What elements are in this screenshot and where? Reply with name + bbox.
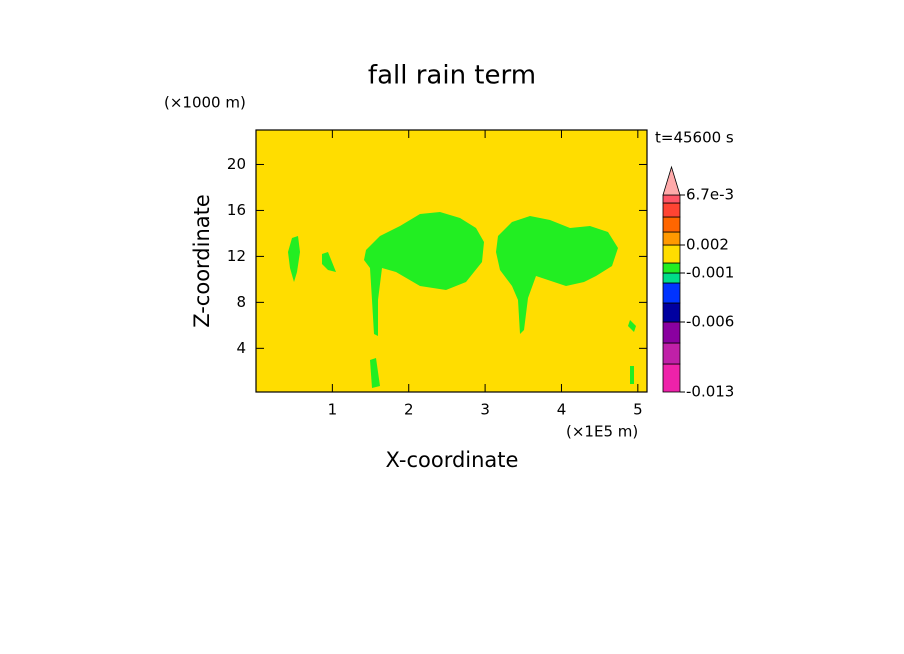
contour-region <box>322 252 336 272</box>
y-tick-label: 16 <box>227 201 246 219</box>
colorbar-segment <box>662 272 681 284</box>
chart-title: fall rain term <box>368 61 536 91</box>
y-tick-label: 12 <box>227 247 246 265</box>
x-unit: (×1E5 m) <box>566 423 638 441</box>
contour-regions <box>288 212 636 388</box>
x-tick-label: 4 <box>557 401 567 419</box>
colorbar-segment <box>662 244 681 264</box>
colorbar-segment <box>662 231 681 246</box>
colorbar-tick-label: -0.001 <box>686 264 734 282</box>
x-tick-label: 3 <box>480 401 490 419</box>
x-axis-label: X-coordinate <box>386 448 519 472</box>
contour-region <box>288 236 300 282</box>
y-tick-label: 4 <box>236 339 246 357</box>
contour-region <box>628 320 636 332</box>
x-tick-label: 1 <box>328 401 338 419</box>
colorbar-segment <box>662 202 681 218</box>
colorbar-tick-label: 6.7e-3 <box>686 186 734 204</box>
colorbar-segment <box>662 321 681 344</box>
colorbar-segment <box>662 302 681 323</box>
contour-region <box>630 366 634 384</box>
colorbar-extend <box>662 165 681 196</box>
colorbar-segment <box>662 342 681 365</box>
y-tick-label: 20 <box>227 155 246 173</box>
x-tick-label: 2 <box>404 401 414 419</box>
colorbar-tick-label: -0.006 <box>686 313 734 331</box>
colorbar-tick-label: -0.013 <box>686 383 734 401</box>
contour-region <box>496 216 618 334</box>
contour-region <box>364 212 484 336</box>
colorbar-segment <box>662 262 681 274</box>
y-tick-label: 8 <box>236 293 246 311</box>
colorbar-tick-label: 0.002 <box>686 236 729 254</box>
colorbar-segment <box>662 363 681 393</box>
colorbar-segment <box>662 282 681 304</box>
y-unit: (×1000 m) <box>164 94 246 112</box>
y-axis-label: Z-coordinate <box>190 194 214 328</box>
contour-region <box>370 358 380 388</box>
colorbar-segment <box>662 216 681 233</box>
colorbar-segment <box>662 194 681 204</box>
x-tick-label: 5 <box>633 401 643 419</box>
time-label: t=45600 s <box>655 129 734 147</box>
plot-frame <box>255 129 648 393</box>
